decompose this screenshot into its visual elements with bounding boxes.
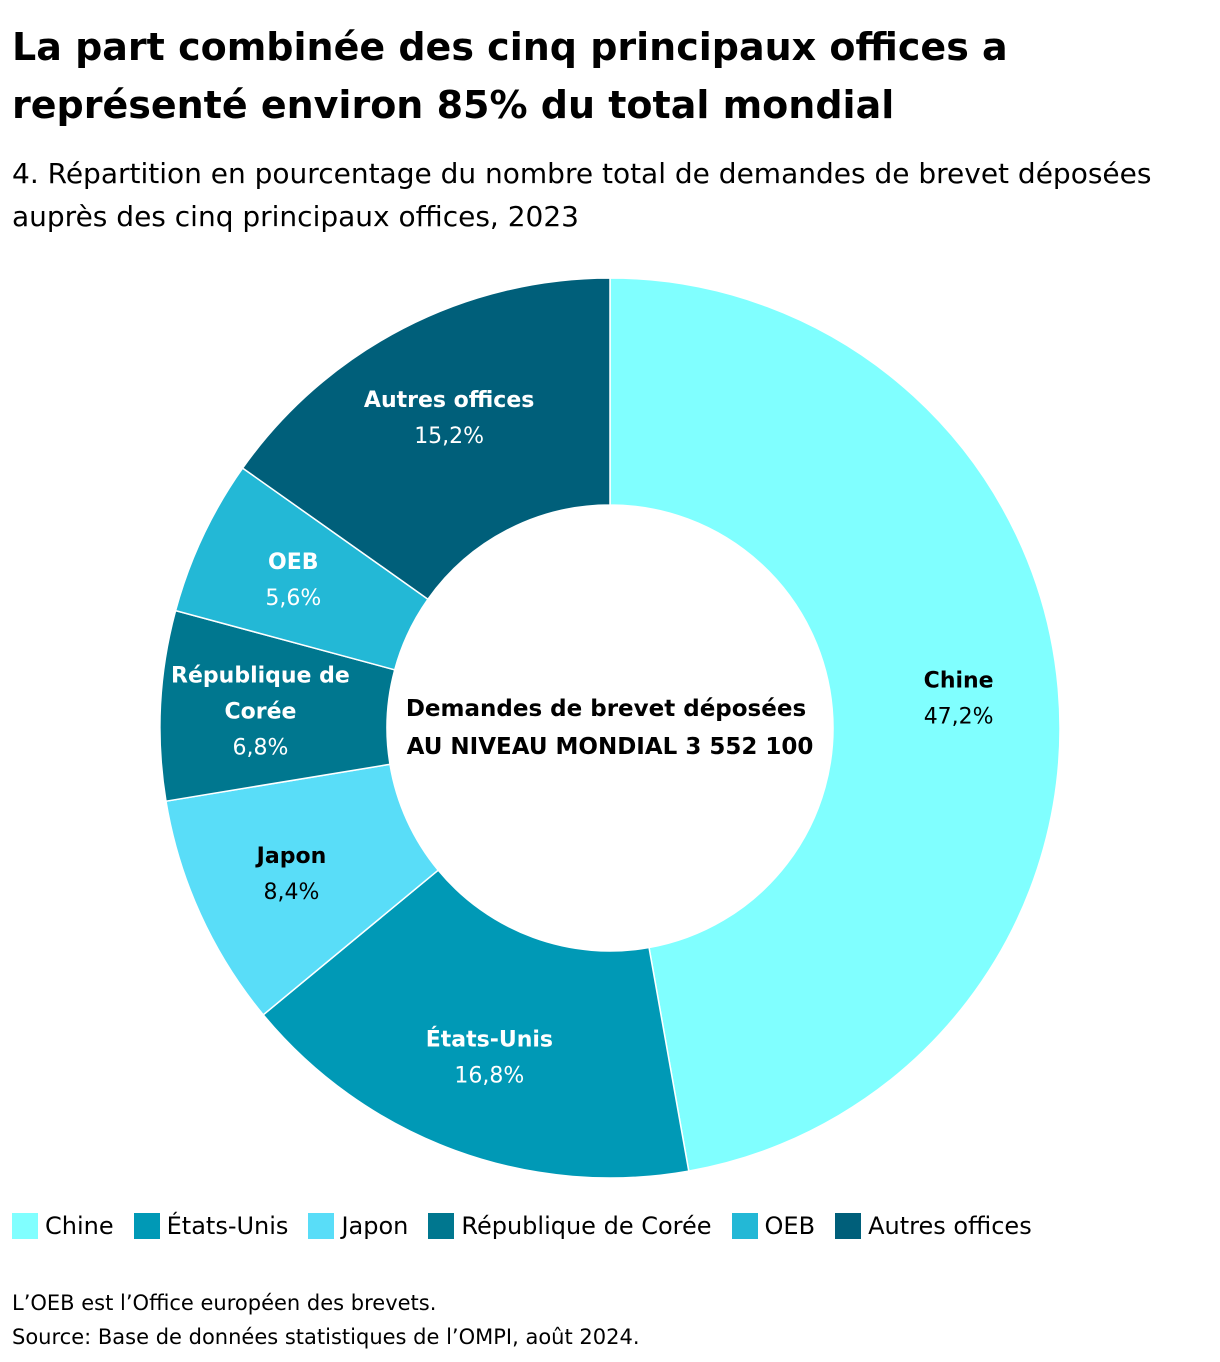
slice-label-group: Chine 47,2% États-Unis 16,8% Japon 8,4% Républ… — [171, 388, 994, 1088]
chart-title: La part combinée des cinq principaux off… — [12, 25, 1008, 127]
legend-item-autres-offices: Autres offices — [835, 1212, 1032, 1240]
slice-label-etats-unis: États-Unis 16,8% — [426, 1027, 553, 1089]
slice-label-chine: Chine 47,2% — [924, 668, 994, 729]
slice-value-autres-offices: 15,2% — [414, 424, 484, 449]
slice-label-japon: Japon 8,4% — [255, 844, 327, 905]
slice-chine — [609, 277, 1061, 1172]
source-note: Source: Base de données statistiques de … — [12, 1325, 640, 1349]
legend-item-oeb: OEB — [731, 1212, 816, 1240]
slice-autres-offices — [241, 277, 611, 601]
legend-swatch-republique-de-coree — [428, 1213, 455, 1239]
slice-category-republique-de-coree: République de — [171, 663, 350, 688]
slice-category-republique-de-coree: Corée — [224, 699, 296, 724]
slice-value-republique-de-coree: 6,8% — [232, 735, 288, 760]
slice-value-etats-unis: 16,8% — [454, 1064, 524, 1089]
slice-group — [159, 277, 1061, 1179]
slice-label-oeb: OEB 5,6% — [265, 550, 321, 611]
center-label-line-2: AU NIVEAU MONDIAL 3 552 100 — [407, 734, 814, 760]
legend-label-chine: Chine — [45, 1212, 114, 1240]
chart-subtitle: 4. Répartition en pourcentage du nombre … — [12, 157, 1152, 233]
slice-value-chine: 47,2% — [924, 704, 994, 729]
slice-label-republique-de-coree: République de Corée 6,8% — [171, 663, 350, 760]
slice-category-chine: Chine — [924, 668, 994, 693]
legend-label-oeb: OEB — [764, 1212, 816, 1240]
legend-label-etats-unis: États-Unis — [166, 1212, 289, 1240]
legend: Chine États-Unis Japon République de Cor… — [12, 1206, 1052, 1246]
legend-label-japon: Japon — [341, 1212, 409, 1240]
legend-swatch-japon — [308, 1213, 335, 1239]
legend-item-chine: Chine — [12, 1212, 114, 1240]
slice-category-etats-unis: États-Unis — [426, 1027, 553, 1053]
legend-swatch-autres-offices — [835, 1213, 862, 1239]
slice-value-oeb: 5,6% — [265, 586, 321, 611]
slice-etats-unis — [262, 869, 690, 1179]
legend-label-autres-offices: Autres offices — [868, 1212, 1032, 1240]
legend-swatch-etats-unis — [133, 1213, 160, 1239]
legend-swatch-chine — [12, 1213, 38, 1239]
legend-item-etats-unis: États-Unis — [133, 1212, 289, 1240]
slice-value-japon: 8,4% — [264, 880, 320, 905]
legend-item-republique-de-coree: République de Corée — [428, 1212, 712, 1240]
slice-category-oeb: OEB — [268, 550, 319, 575]
legend-item-japon: Japon — [308, 1212, 408, 1240]
footnote: L’OEB est l’Office européen des brevets. — [12, 1291, 437, 1315]
center-label-line-1: Demandes de brevet déposées — [406, 696, 806, 722]
legend-label-republique-de-coree: République de Corée — [461, 1212, 712, 1240]
center-label: Demandes de brevet déposées AU NIVEAU MO… — [406, 696, 814, 760]
slice-category-autres-offices: Autres offices — [364, 388, 534, 413]
slice-label-autres-offices: Autres offices 15,2% — [364, 388, 534, 449]
slice-category-japon: Japon — [255, 844, 327, 869]
legend-swatch-oeb — [731, 1213, 758, 1239]
